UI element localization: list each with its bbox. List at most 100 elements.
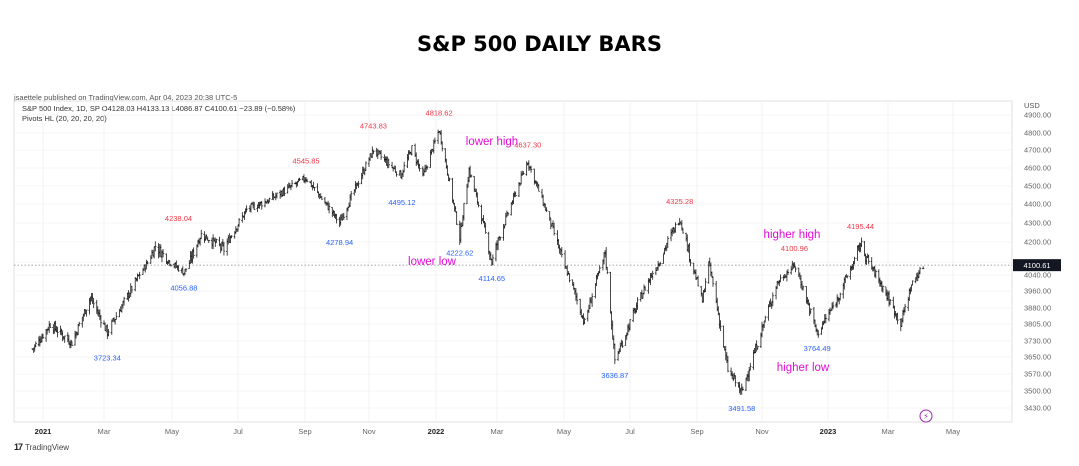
ohlc-bar xyxy=(560,247,564,258)
x-tick-label: Mar xyxy=(491,427,504,436)
ohlc-bar xyxy=(268,197,271,203)
last-price-tag xyxy=(1013,259,1061,272)
ohlc-bar xyxy=(719,320,722,332)
ohlc-bar xyxy=(154,241,157,252)
ohlc-bar xyxy=(200,229,203,240)
x-tick-label: 2021 xyxy=(35,427,52,436)
pivot-label: 4222.62 xyxy=(446,249,473,258)
ohlc-bar xyxy=(722,325,725,348)
ohlc-bar xyxy=(433,137,437,144)
ohlc-bar xyxy=(801,285,805,291)
ohlc-bar xyxy=(211,234,215,250)
ohlc-bar xyxy=(583,317,586,325)
ohlc-bar xyxy=(320,196,323,200)
ohlc-bar xyxy=(545,207,548,213)
ohlc-bar xyxy=(786,269,790,275)
ohlc-bar xyxy=(477,201,480,208)
x-tick-label: May xyxy=(946,427,960,436)
ohlc-bar xyxy=(681,228,685,234)
ohlc-bar xyxy=(771,292,775,307)
y-tick-label: 3430.00 xyxy=(1024,404,1051,413)
ohlc-bar xyxy=(794,266,797,273)
ohlc-bar xyxy=(756,345,759,350)
y-tick-label: 4400.00 xyxy=(1024,200,1051,209)
ohlc-bar xyxy=(548,211,551,221)
published-by: jsaettele published on TradingView.com, … xyxy=(14,93,238,102)
x-axis: 2021 Mar May Jul Sep Nov 2022 Mar May Jul Sep Nov 20… xyxy=(35,427,961,436)
ohlc-bar xyxy=(711,276,715,287)
ohlc-bar xyxy=(732,373,735,382)
annotation-higher-low: higher low xyxy=(777,362,830,374)
ohlc-bar xyxy=(674,222,677,233)
pivot-label: 3723.34 xyxy=(94,353,121,362)
tradingview-logo[interactable]: 17 TradingView xyxy=(14,442,69,452)
ohlc-bar xyxy=(598,265,601,274)
ohlc-bar xyxy=(335,214,338,224)
ohlc-bar xyxy=(426,165,429,170)
y-tick-label: 4200.00 xyxy=(1024,238,1051,247)
ohlc-bar xyxy=(63,335,66,343)
ohlc-bar xyxy=(867,254,870,265)
ohlc-bar xyxy=(853,256,856,265)
ohlc-bar xyxy=(604,247,608,271)
ohlc-bar xyxy=(710,271,714,278)
ohlc-bar xyxy=(430,148,433,155)
ohlc-bar xyxy=(138,271,141,280)
ohlc-bar xyxy=(260,200,263,210)
ohlc-bar xyxy=(704,278,707,292)
y-tick-label: 4800.00 xyxy=(1024,129,1051,138)
ohlc-bars xyxy=(31,129,925,395)
lightning-icon: ⚡ xyxy=(919,409,933,423)
ohlc-bar xyxy=(462,202,466,221)
x-tick-label: Sep xyxy=(690,427,703,436)
ohlc-bar xyxy=(371,146,374,159)
ohlc-bar xyxy=(313,187,316,191)
plot-frame xyxy=(13,100,1013,423)
ohlc-bar xyxy=(628,319,632,331)
ohlc-bar xyxy=(115,312,118,320)
pivot-label: 4743.83 xyxy=(360,122,387,131)
ohlc-bar xyxy=(514,191,517,197)
x-tick-label: Nov xyxy=(755,427,769,436)
pivot-label: 3764.49 xyxy=(804,344,831,353)
ohlc-bar xyxy=(636,297,639,310)
currency-label: USD xyxy=(1024,101,1040,110)
ohlc-bar xyxy=(372,150,375,155)
ohlc-bar xyxy=(659,261,662,266)
indicator-legend: Pivots HL (20, 20, 20, 20) xyxy=(22,114,107,123)
ohlc-bar xyxy=(752,349,755,370)
pivot-label: 4325.28 xyxy=(666,197,693,206)
ohlc-bar xyxy=(522,171,525,175)
ohlc-bar xyxy=(402,161,406,173)
ohlc-bar xyxy=(809,308,812,315)
ohlc-bar xyxy=(387,158,390,169)
ohlc-bar xyxy=(146,260,149,265)
ohlc-bar xyxy=(888,298,892,306)
x-tick-label: Jul xyxy=(233,427,243,436)
y-tick-label: 3570.00 xyxy=(1024,370,1051,379)
tradingview-label: TradingView xyxy=(25,442,70,452)
ohlc-bar xyxy=(283,186,286,197)
ohlc-bar xyxy=(590,293,594,307)
ohlc-bar xyxy=(167,259,170,264)
chart-title: S&P 500 DAILY BARS xyxy=(417,32,662,56)
ohlc-bar xyxy=(263,198,267,208)
ohlc-bar xyxy=(418,163,421,172)
ohlc-bar xyxy=(703,288,706,293)
ohlc-bar xyxy=(110,319,114,335)
ohlc-bar xyxy=(643,286,647,291)
ohlc-bar xyxy=(441,141,444,152)
pivot-label: 4195.44 xyxy=(847,222,874,231)
x-tick-label: Mar xyxy=(882,427,895,436)
pivot-label: 4100.96 xyxy=(781,244,808,253)
ohlc-bar xyxy=(839,292,842,301)
ohlc-bar xyxy=(122,296,126,306)
ohlc-bar xyxy=(237,218,241,227)
grid-lines xyxy=(13,100,1013,423)
ohlc-bar xyxy=(290,179,294,188)
last-price-label: 4100.61 xyxy=(1023,261,1050,270)
ohlc-bar xyxy=(537,183,540,192)
y-tick-label: 3500.00 xyxy=(1024,387,1051,396)
